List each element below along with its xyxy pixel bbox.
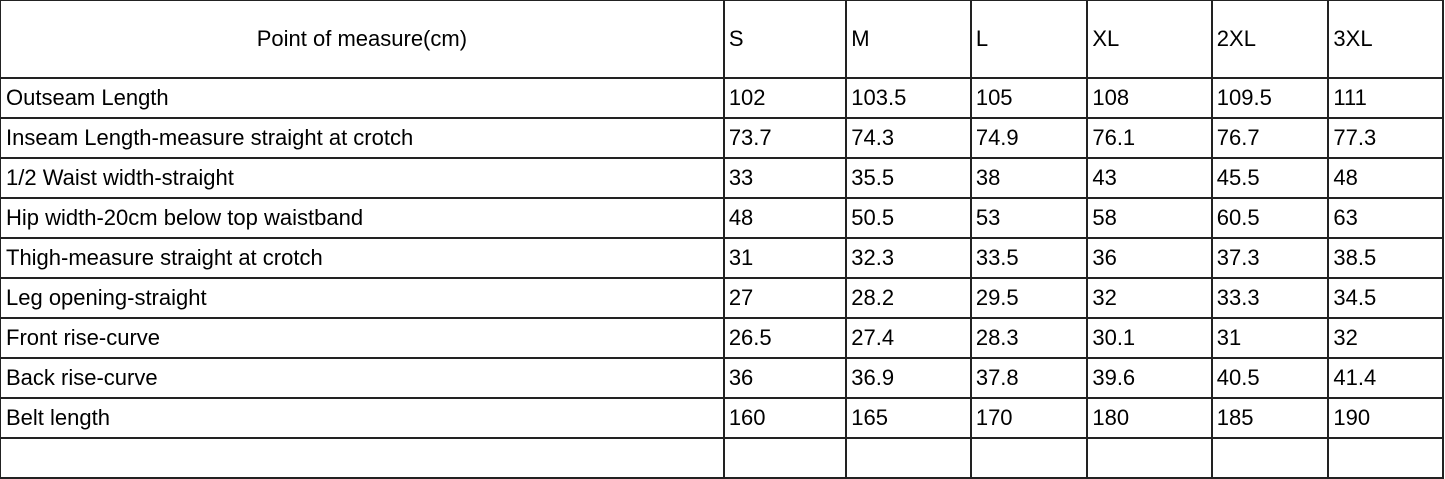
measure-name-cell: Leg opening-straight xyxy=(0,277,725,319)
measure-value-cell: 190 xyxy=(1327,397,1444,439)
measure-value-cell: 40.5 xyxy=(1210,357,1330,399)
header-size: M xyxy=(845,0,972,79)
measure-value-cell xyxy=(969,437,1089,479)
table-row xyxy=(0,437,1444,479)
measure-name-cell: Back rise-curve xyxy=(0,357,725,399)
measure-value-cell: 33.5 xyxy=(969,237,1089,279)
header-row: Point of measure(cm) S M L XL 2XL 3XL xyxy=(0,0,1444,79)
measure-value-cell: 60.5 xyxy=(1210,197,1330,239)
measure-value-cell: 26.5 xyxy=(722,317,848,359)
measure-value-cell: 108 xyxy=(1086,77,1213,119)
header-size: 2XL xyxy=(1210,0,1330,79)
measure-value-cell xyxy=(1086,437,1213,479)
header-size: XL xyxy=(1086,0,1213,79)
measure-value-cell: 76.1 xyxy=(1086,117,1213,159)
measure-value-cell: 73.7 xyxy=(722,117,848,159)
measure-value-cell xyxy=(1327,437,1444,479)
measure-value-cell: 180 xyxy=(1086,397,1213,439)
measure-value-cell: 74.3 xyxy=(845,117,972,159)
measure-value-cell: 76.7 xyxy=(1210,117,1330,159)
table-row: Belt length 160 165 170 180 185 190 xyxy=(0,397,1444,439)
header-size: S xyxy=(722,0,848,79)
measure-value-cell: 39.6 xyxy=(1086,357,1213,399)
table-row: Inseam Length-measure straight at crotch… xyxy=(0,117,1444,159)
measure-value-cell: 33 xyxy=(722,157,848,199)
measure-name-cell: Inseam Length-measure straight at crotch xyxy=(0,117,725,159)
measure-value-cell: 50.5 xyxy=(845,197,972,239)
measure-name-cell: 1/2 Waist width-straight xyxy=(0,157,725,199)
measure-value-cell: 27.4 xyxy=(845,317,972,359)
measure-value-cell: 160 xyxy=(722,397,848,439)
measure-value-cell: 105 xyxy=(969,77,1089,119)
measure-value-cell: 30.1 xyxy=(1086,317,1213,359)
measure-value-cell: 58 xyxy=(1086,197,1213,239)
measure-value-cell: 41.4 xyxy=(1327,357,1444,399)
table-row: Thigh-measure straight at crotch 31 32.3 33… xyxy=(0,237,1444,279)
measure-value-cell: 36.9 xyxy=(845,357,972,399)
measure-value-cell: 36 xyxy=(1086,237,1213,279)
header-size: 3XL xyxy=(1327,0,1444,79)
measure-value-cell: 33.3 xyxy=(1210,277,1330,319)
measure-value-cell: 38.5 xyxy=(1327,237,1444,279)
table-row: Back rise-curve 36 36.9 37.8 39.6 40.5 41.4 xyxy=(0,357,1444,399)
measure-value-cell: 37.8 xyxy=(969,357,1089,399)
measure-value-cell: 45.5 xyxy=(1210,157,1330,199)
measure-value-cell: 77.3 xyxy=(1327,117,1444,159)
measure-name-cell: Hip width-20cm below top waistband xyxy=(0,197,725,239)
measure-value-cell: 43 xyxy=(1086,157,1213,199)
measure-value-cell: 170 xyxy=(969,397,1089,439)
table-row: Outseam Length 102 103.5 105 108 109.5 111 xyxy=(0,77,1444,119)
measure-value-cell xyxy=(722,437,848,479)
measure-value-cell: 48 xyxy=(722,197,848,239)
measure-value-cell: 74.9 xyxy=(969,117,1089,159)
measure-value-cell: 32.3 xyxy=(845,237,972,279)
measure-value-cell: 37.3 xyxy=(1210,237,1330,279)
measure-value-cell: 34.5 xyxy=(1327,277,1444,319)
measure-value-cell: 32 xyxy=(1327,317,1444,359)
measure-value-cell: 29.5 xyxy=(969,277,1089,319)
measure-value-cell xyxy=(1210,437,1330,479)
measure-value-cell: 103.5 xyxy=(845,77,972,119)
measure-value-cell: 48 xyxy=(1327,157,1444,199)
measure-value-cell: 38 xyxy=(969,157,1089,199)
table-row: Hip width-20cm below top waistband 48 50.5… xyxy=(0,197,1444,239)
header-size: L xyxy=(969,0,1089,79)
measure-value-cell: 102 xyxy=(722,77,848,119)
table-row: Front rise-curve 26.5 27.4 28.3 30.1 31 32 xyxy=(0,317,1444,359)
measure-value-cell: 185 xyxy=(1210,397,1330,439)
measure-value-cell: 36 xyxy=(722,357,848,399)
measure-value-cell: 165 xyxy=(845,397,972,439)
measure-value-cell: 28.2 xyxy=(845,277,972,319)
measure-name-cell: Front rise-curve xyxy=(0,317,725,359)
header-point-of-measure: Point of measure(cm) xyxy=(0,0,725,79)
measure-value-cell: 31 xyxy=(1210,317,1330,359)
measure-value-cell: 32 xyxy=(1086,277,1213,319)
measure-value-cell: 109.5 xyxy=(1210,77,1330,119)
table-row: 1/2 Waist width-straight 33 35.5 38 43 45.5 48 xyxy=(0,157,1444,199)
measure-value-cell xyxy=(845,437,972,479)
measure-value-cell: 27 xyxy=(722,277,848,319)
measure-value-cell: 111 xyxy=(1327,77,1444,119)
measure-value-cell: 28.3 xyxy=(969,317,1089,359)
measure-name-cell: Thigh-measure straight at crotch xyxy=(0,237,725,279)
measure-name-cell: Outseam Length xyxy=(0,77,725,119)
measure-value-cell: 63 xyxy=(1327,197,1444,239)
measure-name-cell xyxy=(0,437,725,479)
table-row: Leg opening-straight 27 28.2 29.5 32 33.3 34.5 xyxy=(0,277,1444,319)
measure-value-cell: 31 xyxy=(722,237,848,279)
measure-value-cell: 53 xyxy=(969,197,1089,239)
measure-name-cell: Belt length xyxy=(0,397,725,439)
measure-value-cell: 35.5 xyxy=(845,157,972,199)
